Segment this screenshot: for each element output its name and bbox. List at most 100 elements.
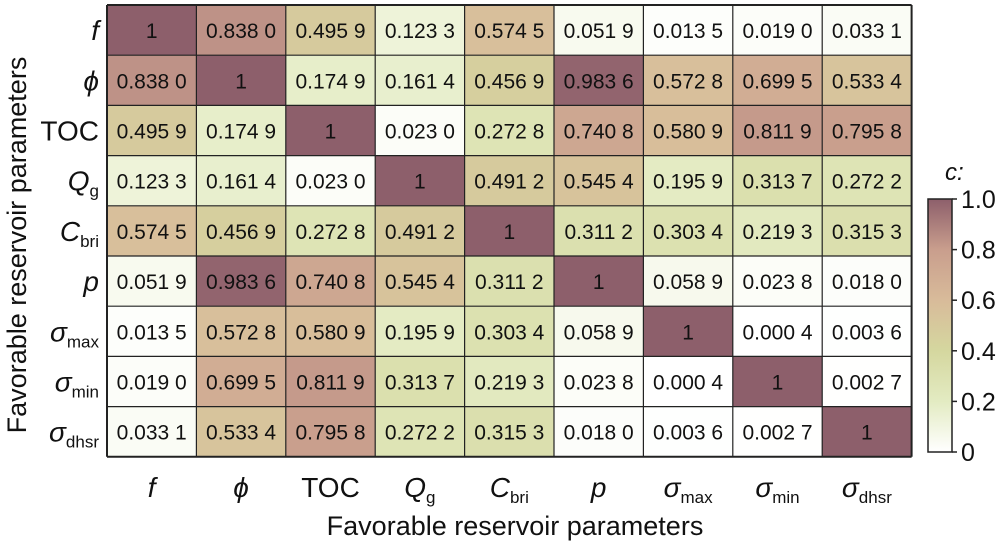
y-tick-label: Cbri bbox=[60, 216, 99, 251]
heatmap-cell bbox=[375, 5, 465, 56]
cell-value-label: 0.315 3 bbox=[474, 422, 544, 445]
cell-value-label: 0.023 8 bbox=[564, 372, 634, 395]
cell-value-label: 0.795 8 bbox=[295, 422, 365, 445]
cell-value-label: 1 bbox=[146, 20, 158, 43]
y-tick-labels: fϕ TOC Qg Cbri p σmax σmin σdhsr bbox=[40, 15, 102, 452]
heatmap-cell bbox=[464, 356, 554, 407]
y-tick-label: σdhsr bbox=[49, 417, 99, 452]
cell-value-label: 0.058 9 bbox=[653, 271, 723, 294]
y-tick-label: σmax bbox=[50, 316, 100, 351]
y-tick-label: σmin bbox=[55, 367, 99, 402]
heatmap-cell bbox=[375, 155, 465, 206]
heatmap-cell bbox=[554, 406, 644, 457]
heatmap-cell bbox=[554, 306, 644, 357]
cell-value-label: 0.699 5 bbox=[206, 372, 276, 395]
heatmap-cell bbox=[196, 55, 286, 106]
cell-value-label: 0.811 9 bbox=[743, 121, 812, 144]
heatmap-cell bbox=[643, 256, 733, 307]
heatmap-cell bbox=[554, 5, 644, 56]
cell-value-label: 0.313 7 bbox=[742, 171, 812, 194]
x-tick-label: Qg bbox=[404, 472, 435, 507]
cell-value-label: 0.033 1 bbox=[117, 422, 187, 445]
x-tick-label: σmin bbox=[755, 472, 799, 507]
cell-value-label: 0.456 9 bbox=[474, 70, 544, 93]
colorbar-tick-label: 0.4 bbox=[961, 338, 996, 366]
heatmap-cell bbox=[643, 155, 733, 206]
heatmap-cell bbox=[285, 205, 376, 256]
cell-value-label: 0.003 6 bbox=[653, 422, 723, 445]
cell-value-label: 0.315 3 bbox=[832, 221, 902, 244]
heatmap-grid bbox=[106, 4, 913, 458]
cell-value-label: 0.195 9 bbox=[653, 171, 723, 194]
heatmap-cell bbox=[107, 155, 197, 206]
heatmap-cell bbox=[822, 55, 912, 106]
heatmap-cell bbox=[375, 356, 465, 407]
heatmap-cell bbox=[107, 105, 197, 156]
cell-value-label: 0.303 4 bbox=[474, 321, 544, 344]
x-tick-label: p bbox=[590, 472, 607, 503]
colorbar-title: c: bbox=[945, 159, 964, 186]
cell-value-label: 0.161 4 bbox=[385, 70, 455, 93]
heatmap-cells bbox=[107, 5, 912, 457]
cell-value-label: 0.018 0 bbox=[832, 271, 902, 294]
cell-value-label: 0.272 2 bbox=[832, 171, 902, 194]
cell-value-label: 0.023 8 bbox=[742, 271, 812, 294]
heatmap-cell bbox=[643, 55, 733, 106]
heatmap-cell bbox=[732, 205, 823, 256]
heatmap-cell bbox=[732, 155, 823, 206]
heatmap-cell bbox=[196, 155, 286, 206]
heatmap-cell bbox=[464, 256, 554, 307]
cell-value-label: 0.795 8 bbox=[832, 121, 902, 144]
heatmap-cell bbox=[554, 55, 644, 106]
heatmap-cell bbox=[375, 256, 465, 307]
heatmap-cell bbox=[822, 105, 912, 156]
heatmap-cell bbox=[196, 5, 286, 56]
heatmap-cell bbox=[107, 306, 197, 357]
heatmap-cell bbox=[822, 5, 912, 56]
cell-value-label: 0.545 4 bbox=[564, 171, 634, 194]
heatmap-cell bbox=[464, 155, 554, 206]
heatmap-cell bbox=[375, 406, 465, 457]
heatmap-cell bbox=[554, 256, 644, 307]
heatmap-cell bbox=[196, 256, 286, 307]
x-tick-label: f bbox=[148, 472, 159, 503]
heatmap-cell bbox=[822, 205, 912, 256]
heatmap-cell bbox=[732, 356, 823, 407]
cell-value-label: 0.058 9 bbox=[564, 321, 634, 344]
cell-value-label: 0.272 8 bbox=[295, 221, 365, 244]
heatmap-cell bbox=[196, 105, 286, 156]
heatmap-cell bbox=[822, 306, 912, 357]
cell-value-label: 0.003 6 bbox=[832, 321, 902, 344]
y-tick-label: p bbox=[82, 266, 99, 297]
heatmap-cell bbox=[464, 406, 554, 457]
cell-value-label: 0.023 0 bbox=[295, 171, 365, 194]
cell-value-label: 0.983 6 bbox=[564, 70, 634, 93]
cell-value-label: 0.811 9 bbox=[296, 372, 365, 395]
y-tick-label: TOC bbox=[40, 116, 99, 147]
colorbar-tick-label: 0.6 bbox=[961, 287, 996, 315]
colorbar-tick-label: 0.8 bbox=[961, 237, 996, 265]
heatmap-cell bbox=[643, 105, 733, 156]
cell-value-label: 0.123 3 bbox=[117, 171, 187, 194]
heatmap-cell bbox=[285, 356, 376, 407]
cell-value-label: 1 bbox=[682, 321, 694, 344]
cell-value-label: 0.019 0 bbox=[742, 20, 812, 43]
x-axis-label: Favorable reservoir parameters bbox=[327, 511, 704, 541]
heatmap-cell bbox=[732, 105, 823, 156]
cell-value-label: 0.838 0 bbox=[206, 20, 276, 43]
cell-value-label: 0.456 9 bbox=[206, 221, 276, 244]
cell-value-label: 0.051 9 bbox=[117, 271, 187, 294]
heatmap-cell bbox=[732, 5, 823, 56]
heatmap-cell bbox=[285, 5, 376, 56]
cell-value-label: 0.174 9 bbox=[295, 70, 365, 93]
heatmap-cell bbox=[822, 356, 912, 407]
heatmap-cell bbox=[285, 256, 376, 307]
heatmap-cell bbox=[107, 406, 197, 457]
heatmap-cell bbox=[375, 306, 465, 357]
cell-value-label: 0.311 2 bbox=[564, 221, 633, 244]
x-tick-label: σmax bbox=[664, 472, 714, 507]
colorbar-tick-label: 0.2 bbox=[961, 388, 996, 416]
y-tick-label: f bbox=[91, 15, 102, 46]
cell-value-label: 1 bbox=[593, 271, 605, 294]
